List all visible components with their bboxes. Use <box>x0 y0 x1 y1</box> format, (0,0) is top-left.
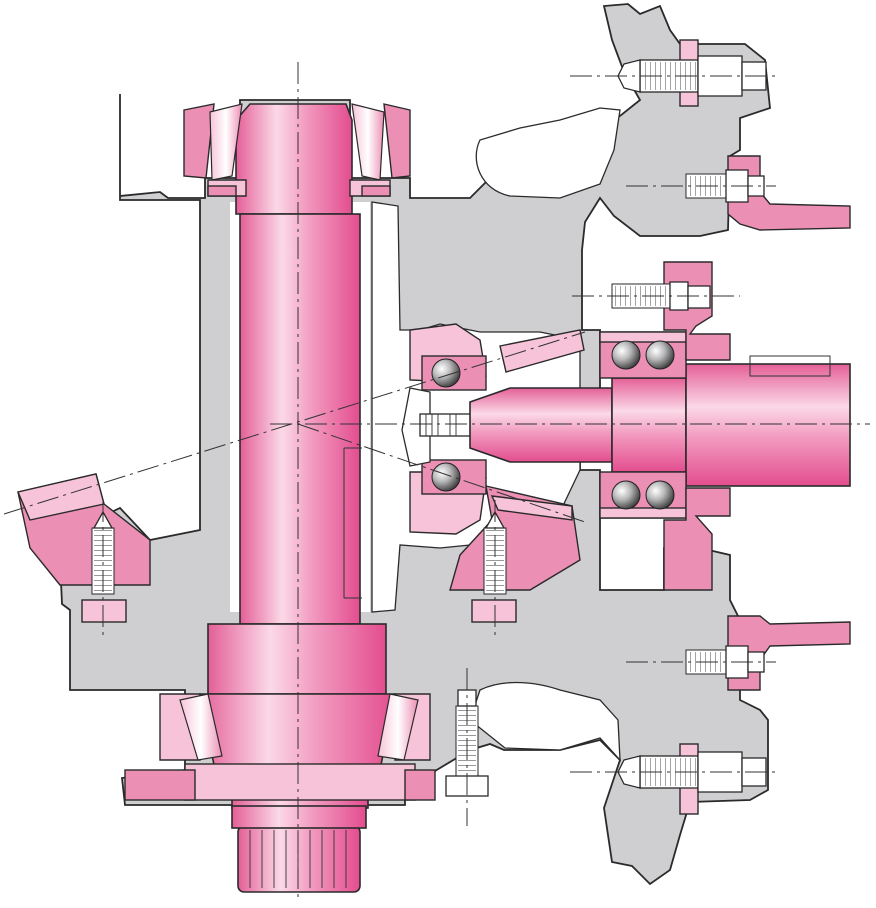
tapered-roller-bearing-lower <box>124 693 436 801</box>
small-bearing-housing <box>401 323 487 535</box>
ball <box>431 462 461 492</box>
ball <box>431 358 461 388</box>
splined-shaft-end <box>231 805 367 893</box>
horizontal-input-shaft <box>469 355 851 487</box>
ball <box>611 340 641 370</box>
center-lines <box>3 62 870 900</box>
tapered-roller-bearing-upper <box>183 103 411 197</box>
ball <box>645 340 675 370</box>
bevel-gear <box>17 329 585 591</box>
ball <box>611 480 641 510</box>
ball <box>645 480 675 510</box>
